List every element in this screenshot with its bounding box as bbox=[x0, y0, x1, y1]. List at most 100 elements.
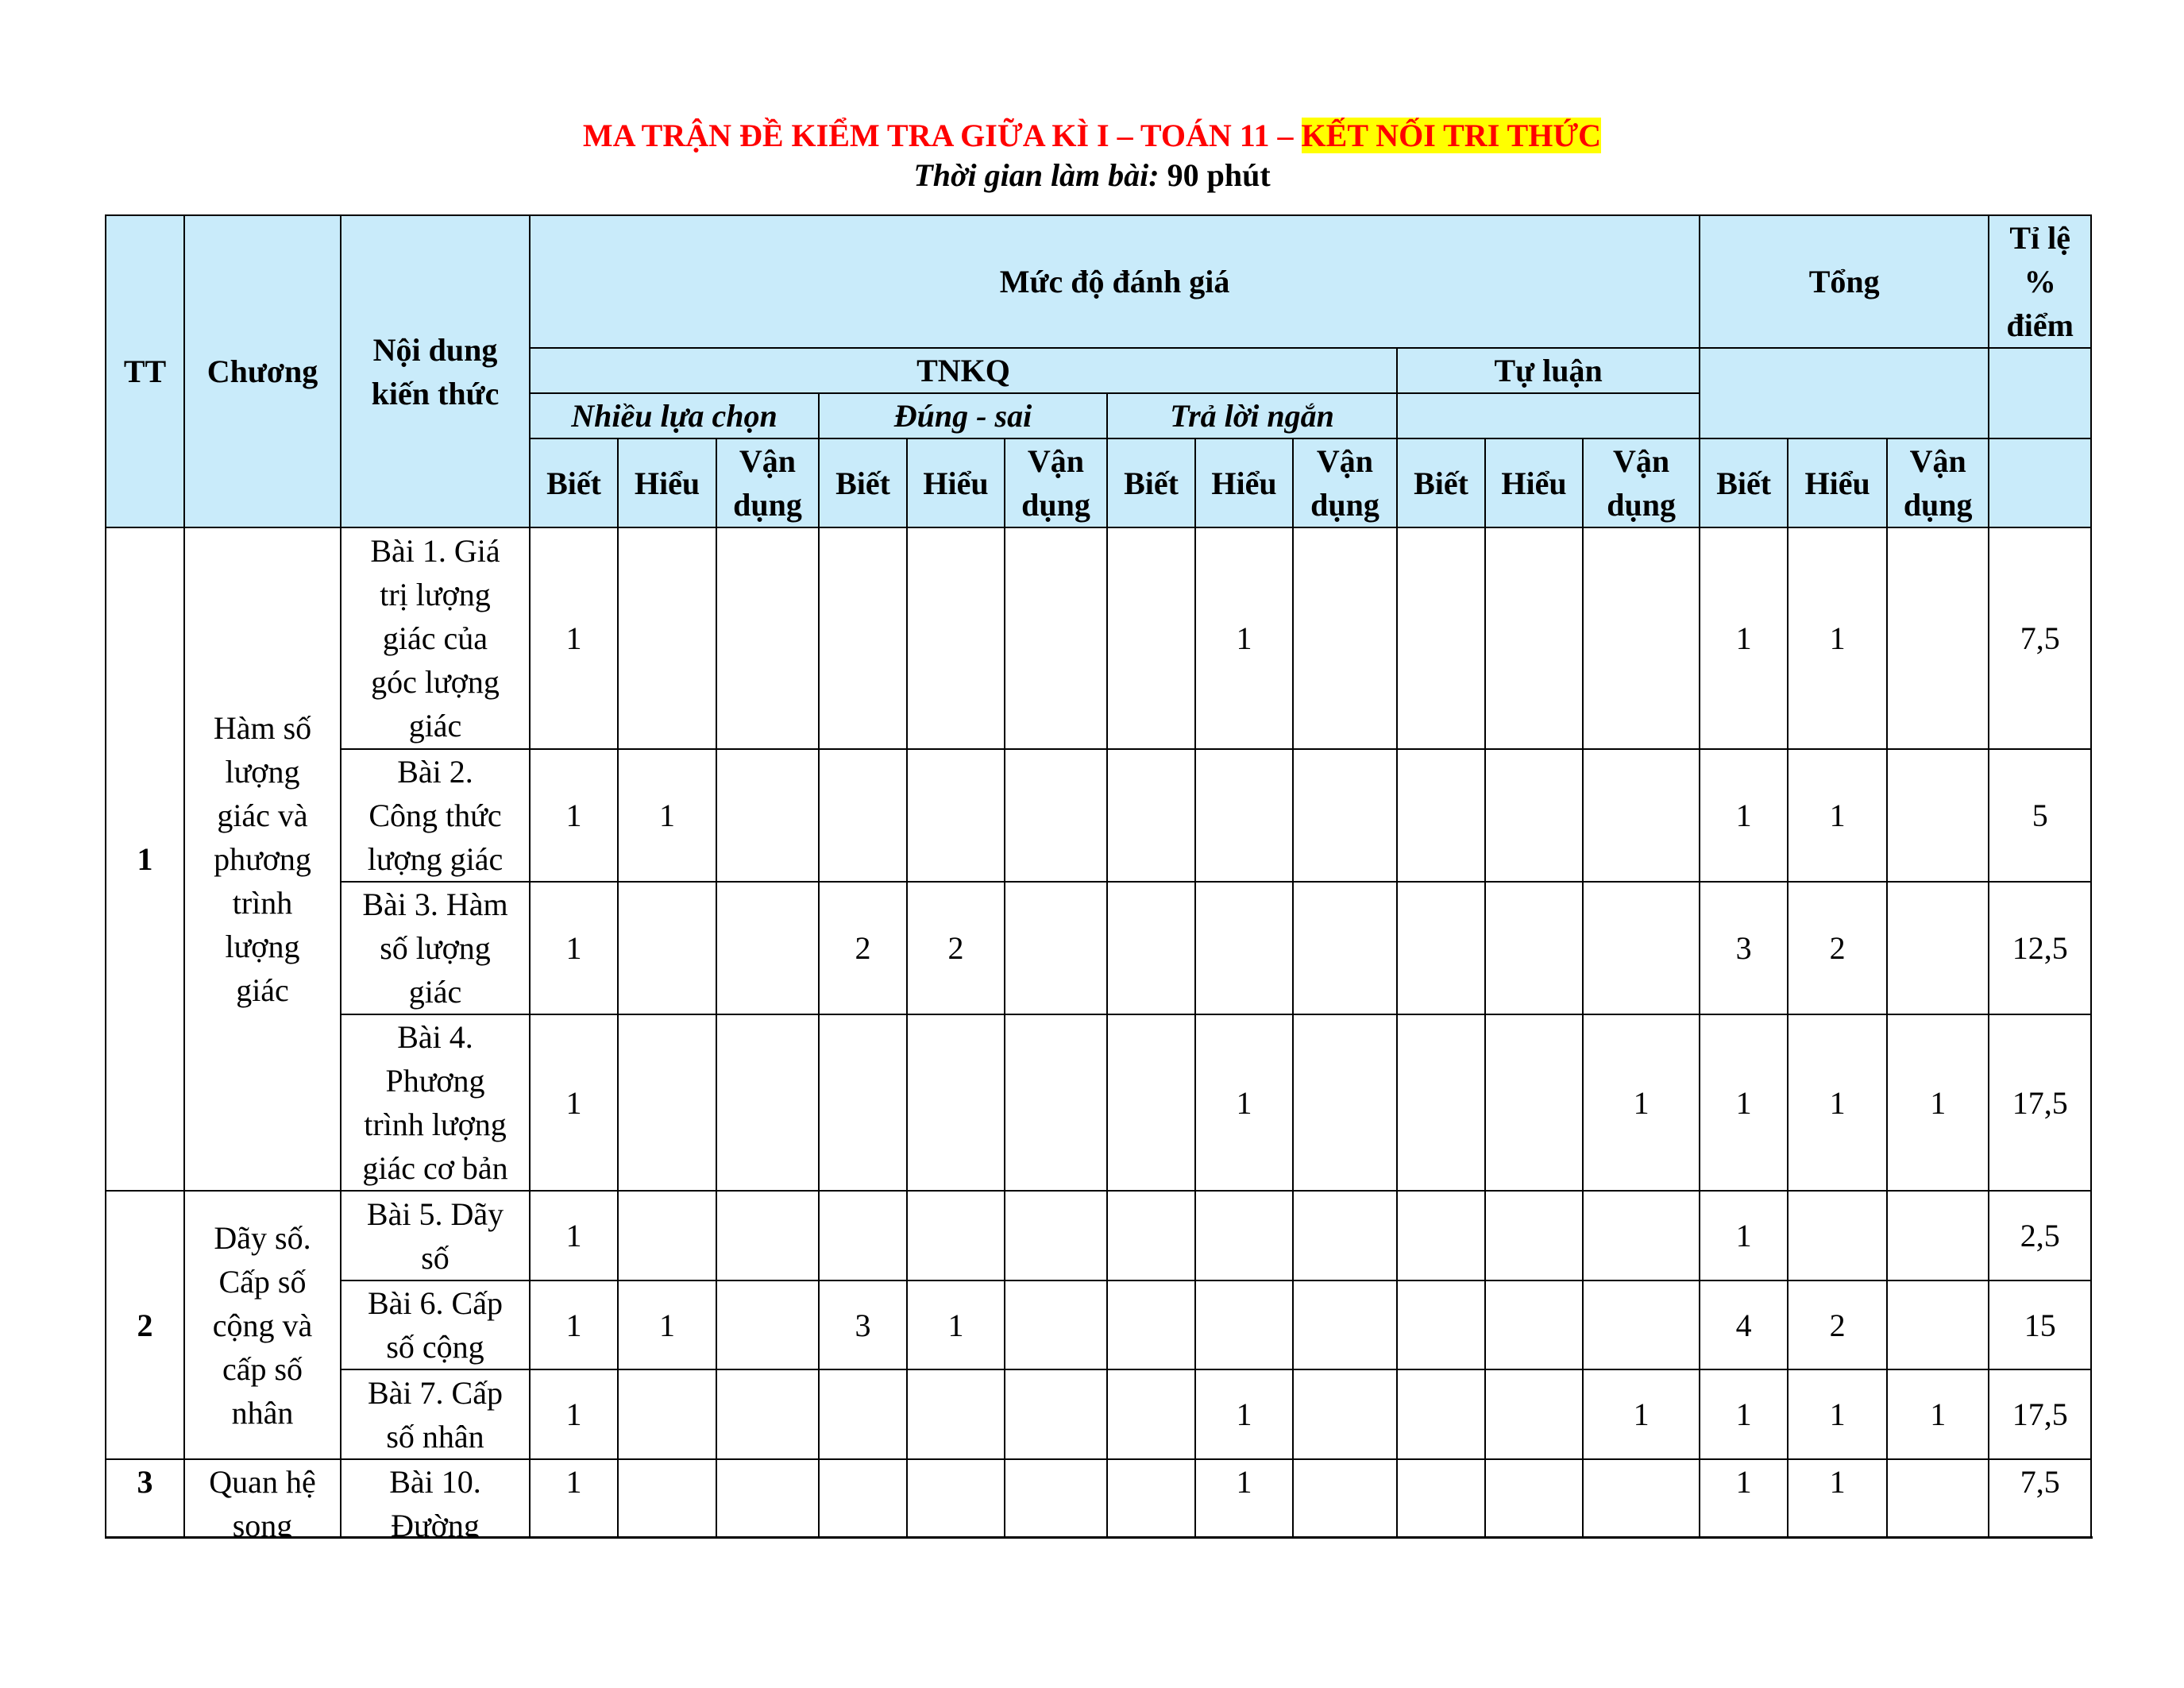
count-cell bbox=[906, 1458, 1005, 1536]
header-level-hieu: Hiểu bbox=[1194, 438, 1294, 528]
header-level-biet: Biết bbox=[529, 438, 619, 528]
header-tt: TT bbox=[105, 214, 185, 528]
count-cell bbox=[1581, 1280, 1701, 1370]
count-cell bbox=[818, 748, 908, 883]
count-cell: 1 bbox=[1699, 1190, 1789, 1281]
lesson-name: Bài 4. Phương trình lượng giác cơ bản bbox=[340, 1014, 531, 1192]
percent-cell: 17,5 bbox=[1988, 1014, 2093, 1192]
count-cell bbox=[1004, 1014, 1108, 1192]
count-cell: 1 bbox=[1581, 1369, 1701, 1460]
document-subtitle: Thời gian làm bài: 90 phút bbox=[0, 156, 2184, 195]
count-cell bbox=[1004, 881, 1108, 1015]
count-cell: 2 bbox=[1787, 1280, 1889, 1370]
header-tong: Tổng bbox=[1699, 214, 1990, 349]
count-cell bbox=[1106, 1280, 1196, 1370]
count-cell bbox=[1581, 881, 1701, 1015]
matrix-table-container: TT Chương Nội dung kiến thức Mức độ đánh… bbox=[105, 214, 2093, 1539]
table-row: Bài 3. Hàm số lượng giác 1 2 2 3 2 12,5 bbox=[106, 881, 2093, 1015]
percent-cell: 5 bbox=[1988, 748, 2093, 883]
chapter-number: 2 bbox=[105, 1190, 185, 1460]
count-cell bbox=[1396, 748, 1486, 883]
count-cell bbox=[906, 1369, 1005, 1460]
document-title: MA TRẬN ĐỀ KIỂM TRA GIỮA KÌ I – TOÁN 11 … bbox=[0, 116, 2184, 156]
count-cell bbox=[1106, 1014, 1196, 1192]
count-cell: 1 bbox=[1194, 1369, 1294, 1460]
count-cell bbox=[1484, 748, 1584, 883]
count-cell bbox=[1396, 1458, 1486, 1536]
table-header: TT Chương Nội dung kiến thức Mức độ đánh… bbox=[105, 214, 2093, 528]
count-cell bbox=[617, 1014, 717, 1192]
count-cell bbox=[1292, 1280, 1398, 1370]
count-cell bbox=[1106, 527, 1196, 750]
count-cell bbox=[617, 881, 717, 1015]
count-cell: 1 bbox=[1787, 748, 1889, 883]
count-cell: 4 bbox=[1699, 1280, 1789, 1370]
title-highlight: KẾT NỐI TRI THỨC bbox=[1301, 118, 1602, 153]
header-tu-luan: Tự luận bbox=[1395, 347, 1701, 394]
count-cell bbox=[1004, 748, 1108, 883]
header-level-hieu: Hiểu bbox=[1787, 438, 1889, 528]
count-cell: 1 bbox=[1194, 1014, 1294, 1192]
count-cell bbox=[1396, 1369, 1486, 1460]
time-value: 90 phút bbox=[1159, 157, 1271, 193]
header-level-hieu: Hiểu bbox=[1484, 438, 1584, 528]
count-cell: 1 bbox=[1699, 748, 1789, 883]
header-level-biet: Biết bbox=[1396, 438, 1486, 528]
count-cell bbox=[716, 881, 820, 1015]
count-cell bbox=[1194, 1280, 1294, 1370]
count-cell bbox=[1194, 881, 1294, 1015]
table-row: 3 Quan hệ song Bài 10. Đường 1 1 1 1 7,5 bbox=[105, 1458, 2093, 1536]
count-cell bbox=[716, 748, 820, 883]
lesson-name: Bài 10. Đường bbox=[340, 1458, 531, 1536]
count-cell: 1 bbox=[1886, 1369, 1990, 1460]
count-cell bbox=[1004, 527, 1108, 750]
count-cell bbox=[1292, 1190, 1398, 1281]
header-muc-do: Mức độ đánh giá bbox=[528, 214, 1701, 349]
count-cell: 1 bbox=[1699, 1369, 1789, 1460]
header-ti-le-blank bbox=[1988, 347, 2093, 439]
count-cell: 1 bbox=[1699, 527, 1789, 750]
count-cell: 1 bbox=[1194, 1458, 1294, 1536]
count-cell bbox=[1886, 881, 1990, 1015]
table-row: Bài 6. Cấp số cộng 1 1 3 1 4 2 15 bbox=[106, 1280, 2093, 1370]
header-level-van-dung: Vận dụng bbox=[716, 438, 820, 528]
count-cell: 1 bbox=[617, 1280, 717, 1370]
count-cell bbox=[716, 1458, 820, 1536]
level-row: Biết Hiểu Vận dụng Biết Hiểu Vận dụng Biết Hiểu… bbox=[106, 438, 2093, 528]
header-tnkq: TNKQ bbox=[529, 347, 1398, 394]
chapter-name: Quan hệ song bbox=[183, 1458, 341, 1536]
count-cell bbox=[1581, 527, 1701, 750]
count-cell bbox=[1106, 881, 1196, 1015]
percent-cell: 17,5 bbox=[1988, 1369, 2093, 1460]
header-level-hieu: Hiểu bbox=[617, 438, 717, 528]
count-cell bbox=[716, 1014, 820, 1192]
count-cell bbox=[617, 1369, 717, 1460]
header-level-van-dung: Vận dụng bbox=[1292, 438, 1398, 528]
chapter-number: 1 bbox=[105, 527, 185, 1192]
percent-cell: 2,5 bbox=[1988, 1190, 2093, 1281]
count-cell: 1 bbox=[1194, 527, 1294, 750]
count-cell: 3 bbox=[818, 1280, 908, 1370]
header-dung-sai: Đúng - sai bbox=[818, 392, 1108, 439]
count-cell bbox=[1581, 748, 1701, 883]
count-cell: 1 bbox=[529, 1014, 619, 1192]
lesson-name: Bài 7. Cấp số nhân bbox=[340, 1369, 531, 1460]
count-cell bbox=[1484, 1369, 1584, 1460]
count-cell: 1 bbox=[1699, 1458, 1789, 1536]
count-cell: 1 bbox=[1787, 1014, 1889, 1192]
header-level-hieu: Hiểu bbox=[906, 438, 1005, 528]
header-level-biet: Biết bbox=[1699, 438, 1789, 528]
count-cell: 1 bbox=[529, 1458, 619, 1536]
count-cell bbox=[1484, 527, 1584, 750]
count-cell bbox=[1194, 748, 1294, 883]
table-body: 1 Hàm số lượng giác và phương trình lượng… bbox=[105, 527, 2093, 1536]
lesson-name: Bài 6. Cấp số cộng bbox=[340, 1280, 531, 1370]
count-cell bbox=[617, 527, 717, 750]
count-cell bbox=[1484, 881, 1584, 1015]
count-cell bbox=[1292, 881, 1398, 1015]
count-cell bbox=[1886, 1190, 1990, 1281]
count-cell: 1 bbox=[529, 1369, 619, 1460]
count-cell bbox=[1484, 1280, 1584, 1370]
matrix-table: TT Chương Nội dung kiến thức Mức độ đánh… bbox=[105, 214, 2093, 1536]
count-cell bbox=[1886, 748, 1990, 883]
